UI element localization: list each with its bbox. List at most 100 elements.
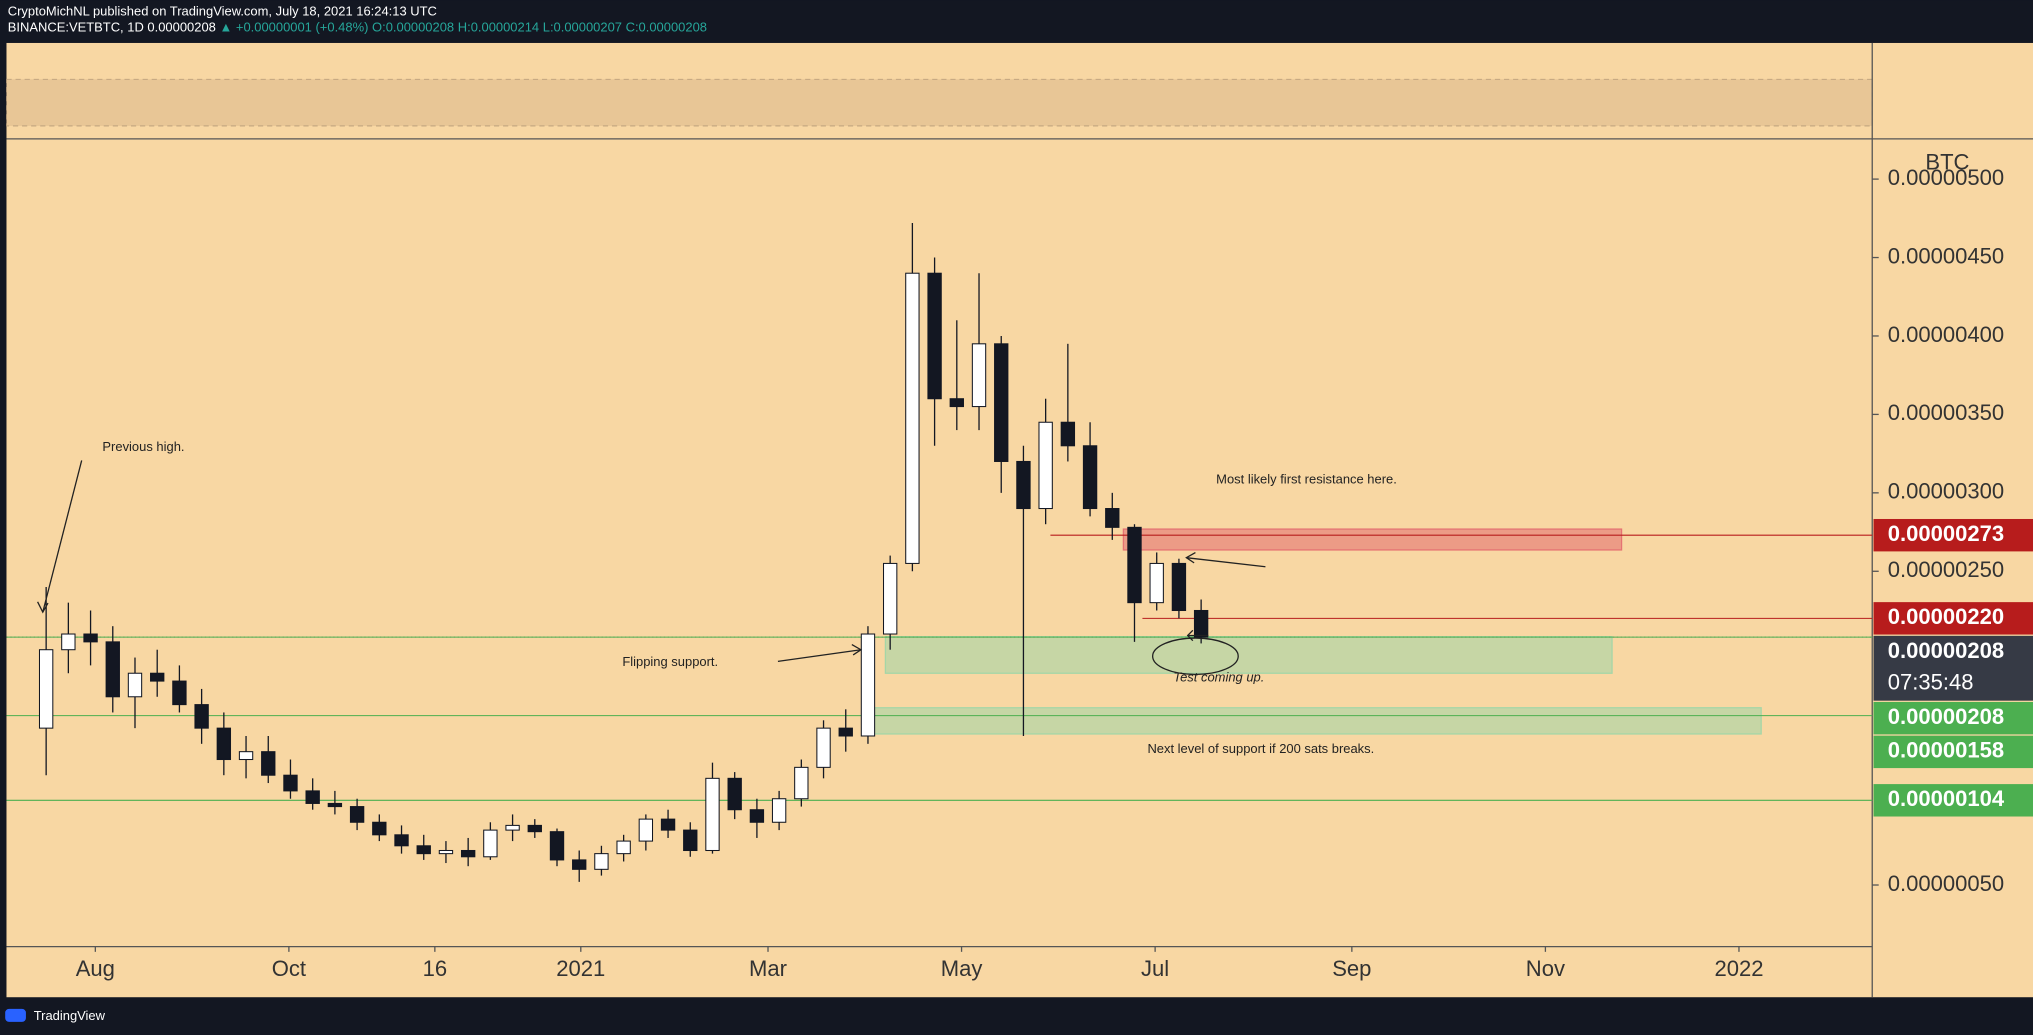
arrow-head [851,643,863,656]
candle-body [1082,445,1098,510]
candle-body [660,818,676,831]
candle-body [127,672,143,698]
candle-body [416,845,431,855]
candle-body [261,751,276,776]
candle-body [860,633,876,737]
candle-body [771,798,787,823]
candle-body [61,633,76,651]
arrow [1186,629,1209,642]
candle-body [394,834,409,847]
candle-body [572,859,587,870]
candle-body [483,829,498,858]
candle-body [83,633,98,643]
x-tick-label: Aug [76,956,115,981]
y-tick-label: 0.00000400 [1888,322,2004,347]
candle-body [882,562,898,635]
y-tick-label: 0.00000250 [1888,557,2004,582]
candle-body [749,809,765,823]
candle-body [971,343,987,408]
x-tick-label: Sep [1332,956,1371,981]
price-label-box [1873,735,2033,769]
y-tick-label: 0.00000450 [1888,243,2004,268]
candle-body [527,824,542,833]
candle-body [38,649,54,729]
zone [884,636,1613,674]
x-tick-label: Mar [749,956,787,981]
x-tick-label: Nov [1526,956,1565,981]
price-label-box [1873,635,2033,701]
candle-body [305,790,320,804]
candle-body [616,840,631,855]
candle-body [327,802,343,808]
candle-body [1171,562,1187,612]
candle-body [794,766,809,800]
candle-body [1060,421,1076,447]
candle-body [283,774,298,792]
candle-body [1016,460,1031,510]
x-tick-label: Oct [272,956,306,981]
candle-body [638,818,654,842]
price-label: 0.00000208 [1888,704,2004,729]
x-tick-label: 2022 [1714,956,1763,981]
x-tick-label: 2021 [556,956,605,981]
header-published: CryptoMichNL published on TradingView.co… [8,3,437,18]
candle-body [172,680,187,706]
countdown: 07:35:48 [1888,670,1974,695]
arrow [1186,557,1266,568]
price-label: 0.00000158 [1888,738,2004,763]
candle-body [905,272,920,564]
currency: BTC [1925,149,1969,174]
y-tick-label: 0.00000300 [1888,479,2004,504]
arrow [42,460,83,613]
candle-body [194,704,209,729]
symbol: BINANCE:VETBTC, 1D [8,20,144,35]
candle-body [949,398,964,408]
price-label-box [1873,784,2033,817]
arrow-head [37,601,49,614]
price-label: 0.00000273 [1888,521,2004,546]
price-label-box [1873,602,2033,635]
x-tick-label: May [941,956,983,981]
candle-body [216,727,232,761]
candle-body [838,727,853,737]
price-label: 0.00000104 [1888,786,2005,811]
price-label-box [1873,518,2033,552]
candle-body [727,777,742,811]
candle-body [594,853,609,870]
y-tick-label: 0.00000050 [1888,871,2004,896]
price-label-box [1873,701,2033,735]
price-label: 0.00000220 [1888,604,2004,629]
close: C:0.00000208 [626,20,707,35]
chart-background [6,42,2033,998]
change: ▲ +0.00000001 (+0.48%) [219,20,368,35]
drawings [37,460,1266,676]
candle-body [349,806,365,823]
high: H:0.00000214 [458,20,539,35]
annotation: Most likely first resistance here. [1216,471,1397,486]
footer: TradingView [34,1008,106,1023]
candle-body [372,821,387,836]
rsi-band [6,78,1873,127]
y-tick-label: 0.00000350 [1888,400,2004,425]
zone [872,707,1762,735]
last: 0.00000208 [147,20,215,35]
circle [1151,637,1239,676]
arrow-head [1185,551,1196,564]
candle-body [238,751,254,761]
low: L:0.00000207 [543,20,622,35]
y-tick-label: 0.00000500 [1888,165,2004,190]
candle-body [150,672,165,682]
zone [1122,528,1623,551]
candle-body [505,824,520,831]
candle-body [927,272,942,400]
price-label: 0.00000208 [1888,638,2004,663]
candle-body [1105,508,1120,528]
annotation: Previous high. [102,439,184,454]
candle-body [549,831,565,861]
candle-body [460,849,476,858]
annotation: Flipping support. [622,654,718,669]
candle-body [1038,421,1053,510]
candle-body [683,829,698,852]
open: O:0.00000208 [372,20,454,35]
